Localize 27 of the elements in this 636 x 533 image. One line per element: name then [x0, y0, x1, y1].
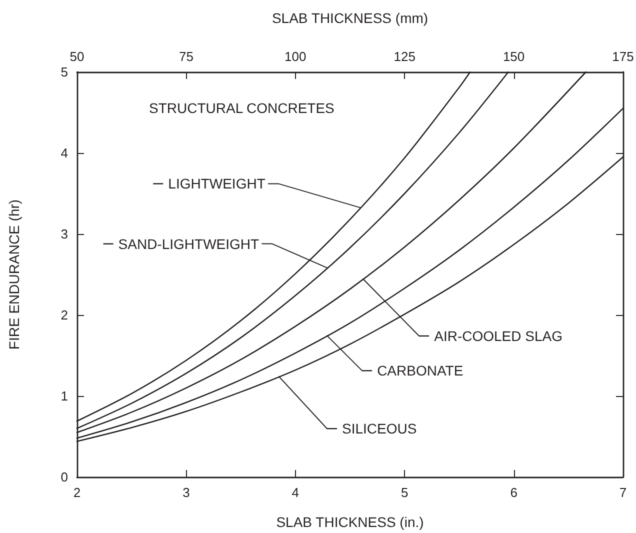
y-tick-label: 1 — [60, 388, 68, 404]
x2-tick-label: 100 — [284, 49, 306, 64]
x-tick-label: 5 — [400, 485, 408, 500]
legend-label: AIR-COOLED SLAG — [434, 328, 562, 344]
legend-label: SILICEOUS — [342, 420, 417, 437]
annotation: STRUCTURAL CONCRETES — [149, 100, 334, 116]
y-tick-label: 0 — [60, 470, 68, 484]
legend-label: LIGHTWEIGHT — [168, 176, 266, 192]
y-tick-label: 3 — [60, 226, 68, 242]
x2-tick-label: 125 — [394, 49, 416, 64]
legend-label: SAND-LIGHTWEIGHT — [118, 236, 260, 252]
x-tick-label: 2 — [73, 485, 81, 500]
x2-tick-label: 150 — [502, 49, 525, 64]
legend-label: CARBONATE — [377, 362, 464, 379]
y-tick-label: 4 — [60, 146, 68, 160]
x-tick-label: 3 — [182, 485, 190, 500]
x2-tick-label: 75 — [178, 49, 194, 64]
x2-axis-title: SLAB THICKNESS (mm) — [272, 10, 428, 26]
y-tick-label: 5 — [60, 64, 68, 80]
x2-tick-label: 175 — [612, 49, 634, 64]
x2-tick-label: 50 — [70, 49, 84, 64]
x-tick-label: 7 — [619, 485, 627, 500]
y-axis-title: FIRE ENDURANCE (hr) — [6, 199, 22, 350]
y-tick-label: 2 — [60, 308, 68, 322]
x-axis-title: SLAB THICKNESS (in.) — [276, 514, 424, 530]
x-tick-label: 6 — [510, 485, 518, 500]
x-tick-label: 4 — [292, 485, 300, 500]
